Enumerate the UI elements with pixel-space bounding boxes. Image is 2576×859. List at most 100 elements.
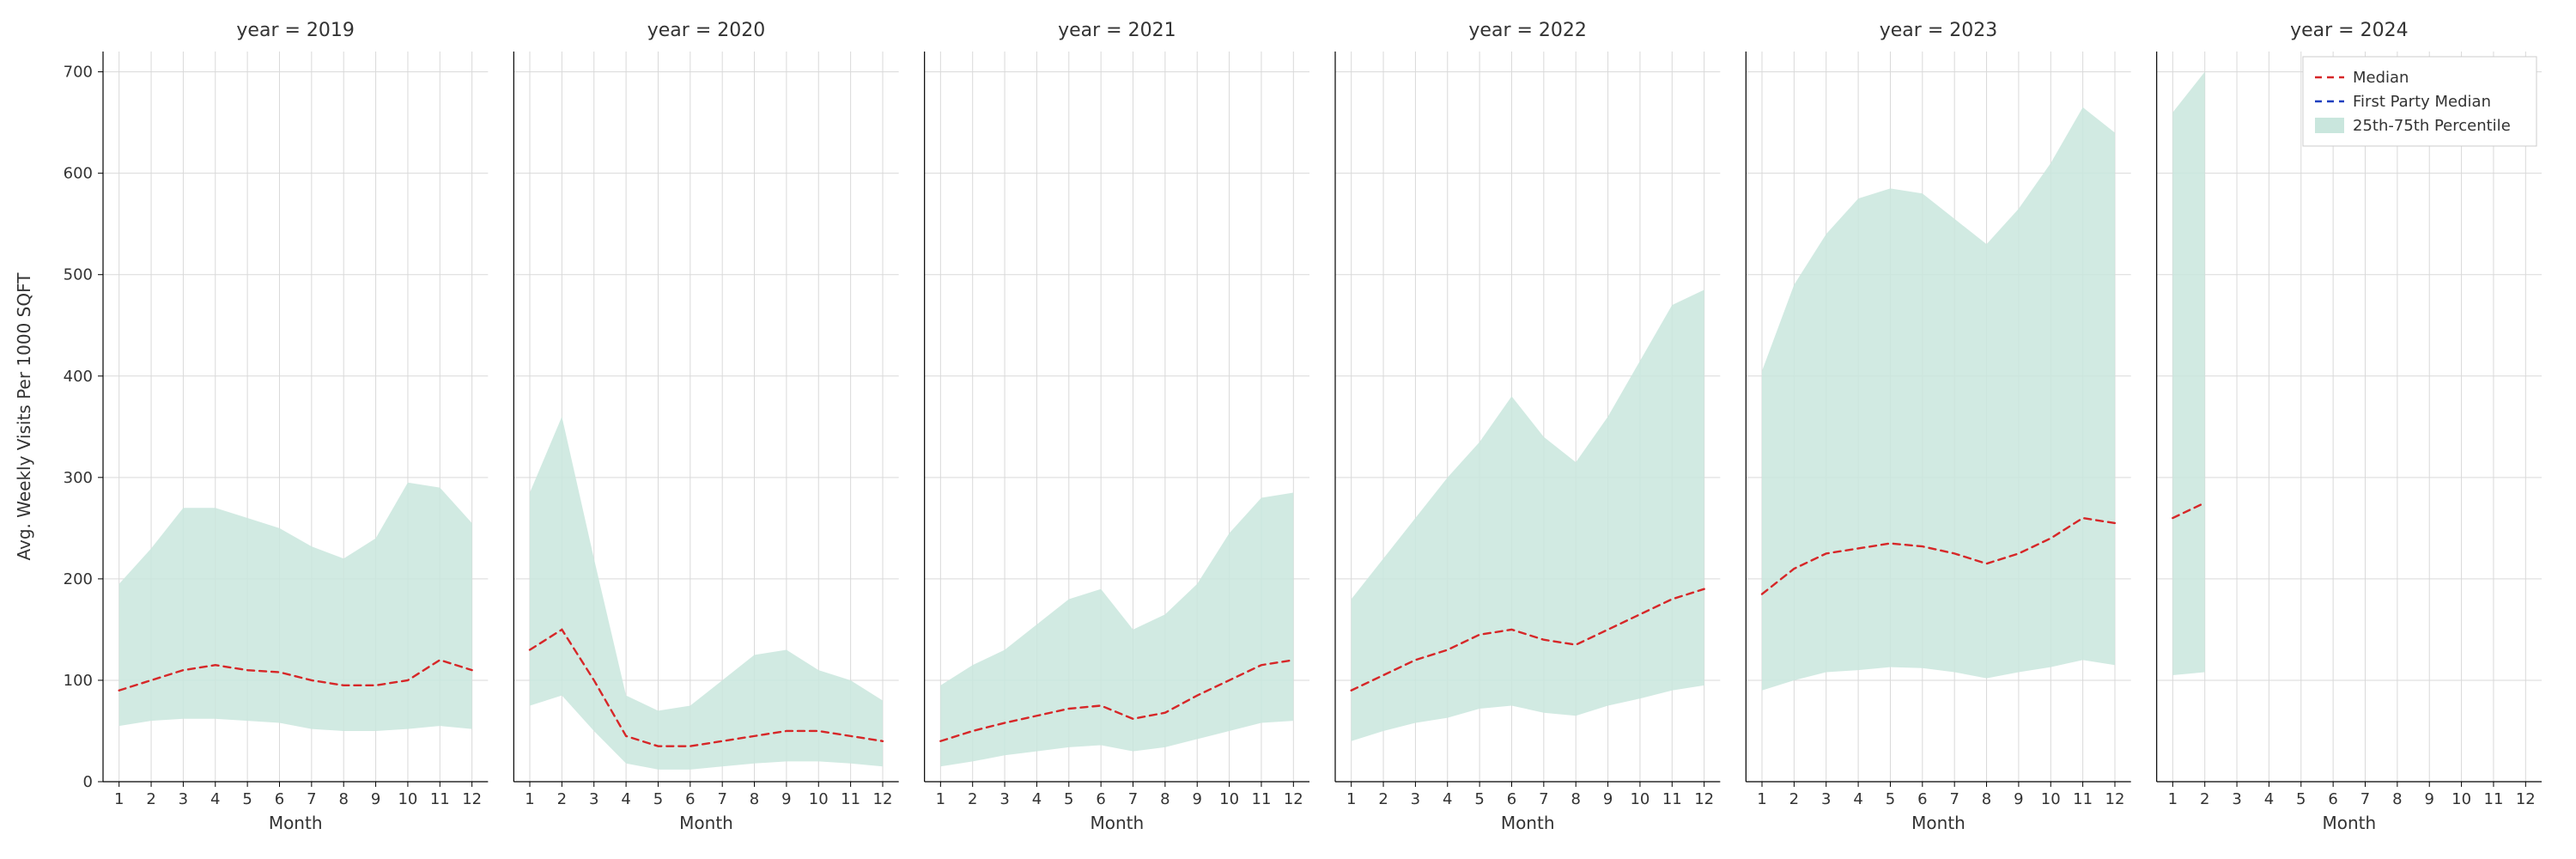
panel-title: year = 2021 (1058, 20, 1176, 41)
x-tick-label: 2 (557, 790, 567, 808)
x-tick-label: 8 (338, 790, 348, 808)
x-tick-label: 1 (1346, 790, 1356, 808)
x-tick-label: 12 (2105, 790, 2125, 808)
x-tick-label: 12 (2516, 790, 2536, 808)
x-tick-label: 3 (1821, 790, 1831, 808)
x-tick-label: 8 (750, 790, 759, 808)
x-tick-label: 12 (462, 790, 482, 808)
x-tick-label: 2 (2200, 790, 2209, 808)
x-tick-label: 10 (809, 790, 829, 808)
x-tick-label: 12 (873, 790, 893, 808)
x-tick-label: 3 (179, 790, 188, 808)
legend-label: Median (2353, 69, 2409, 87)
panel-title: year = 2020 (647, 20, 766, 41)
x-tick-label: 2 (1378, 790, 1388, 808)
x-tick-label: 5 (1064, 790, 1073, 808)
x-tick-label: 10 (1219, 790, 1239, 808)
x-tick-label: 12 (1284, 790, 1303, 808)
x-tick-label: 4 (1032, 790, 1042, 808)
x-tick-label: 7 (717, 790, 726, 808)
x-tick-label: 9 (2425, 790, 2434, 808)
legend-label: First Party Median (2353, 93, 2491, 111)
x-tick-label: 6 (275, 790, 284, 808)
x-axis-label: Month (679, 813, 733, 833)
x-tick-label: 7 (1128, 790, 1138, 808)
x-tick-label: 2 (146, 790, 155, 808)
y-tick-label: 500 (64, 266, 93, 284)
panel-title: year = 2022 (1468, 20, 1587, 41)
x-tick-label: 1 (114, 790, 124, 808)
y-axis-label: Avg. Weekly Visits Per 1000 SQFT (14, 272, 34, 561)
x-tick-label: 3 (2232, 790, 2241, 808)
x-tick-label: 9 (1193, 790, 1202, 808)
facet-panel: 1234567891011120100200300400500600700Mon… (64, 20, 489, 833)
x-tick-label: 1 (525, 790, 534, 808)
x-tick-label: 9 (1603, 790, 1613, 808)
legend-swatch-patch (2315, 118, 2344, 133)
panel-title: year = 2023 (1880, 20, 1998, 41)
x-tick-label: 11 (2073, 790, 2093, 808)
x-tick-label: 9 (371, 790, 380, 808)
x-tick-label: 6 (1507, 790, 1516, 808)
x-axis-label: Month (1090, 813, 1144, 833)
x-tick-label: 4 (621, 790, 630, 808)
x-tick-label: 6 (2328, 790, 2337, 808)
x-tick-label: 8 (1982, 790, 1991, 808)
x-tick-label: 11 (2484, 790, 2504, 808)
facet-panel: 123456789101112Monthyear = 2021 (925, 20, 1309, 833)
panel-title: year = 2024 (2290, 20, 2409, 41)
y-tick-label: 100 (64, 672, 93, 690)
x-tick-label: 11 (430, 790, 450, 808)
x-tick-label: 5 (2296, 790, 2306, 808)
x-tick-label: 1 (2168, 790, 2178, 808)
x-tick-label: 7 (307, 790, 316, 808)
facet-panel: 123456789101112Monthyear = 2022 (1335, 20, 1720, 833)
x-tick-label: 11 (1252, 790, 1272, 808)
x-tick-label: 5 (653, 790, 663, 808)
x-tick-label: 8 (2392, 790, 2402, 808)
x-axis-label: Month (1911, 813, 1965, 833)
y-tick-label: 700 (64, 64, 93, 82)
x-tick-label: 11 (841, 790, 860, 808)
x-axis-label: Month (1501, 813, 1555, 833)
x-tick-label: 5 (242, 790, 252, 808)
percentile-band (2172, 72, 2204, 675)
x-tick-label: 7 (2360, 790, 2370, 808)
facet-panel: 123456789101112Monthyear = 2023 (1746, 20, 2130, 833)
x-tick-label: 9 (2014, 790, 2023, 808)
x-tick-label: 2 (1789, 790, 1799, 808)
x-tick-label: 1 (936, 790, 945, 808)
x-tick-label: 4 (2264, 790, 2274, 808)
y-tick-label: 300 (64, 469, 93, 487)
x-tick-label: 4 (210, 790, 220, 808)
y-tick-label: 600 (64, 165, 93, 183)
x-tick-label: 8 (1571, 790, 1580, 808)
x-tick-label: 6 (1096, 790, 1105, 808)
x-tick-label: 10 (2451, 790, 2471, 808)
x-tick-label: 3 (1411, 790, 1420, 808)
x-axis-label: Month (2322, 813, 2376, 833)
panel-title: year = 2019 (236, 20, 355, 41)
x-tick-label: 5 (1886, 790, 1895, 808)
y-tick-label: 200 (64, 570, 93, 588)
y-tick-label: 400 (64, 368, 93, 386)
x-tick-label: 4 (1853, 790, 1862, 808)
legend-label: 25th-75th Percentile (2353, 117, 2511, 135)
x-tick-label: 3 (589, 790, 598, 808)
x-tick-label: 1 (1757, 790, 1766, 808)
x-tick-label: 6 (1917, 790, 1927, 808)
x-tick-label: 8 (1160, 790, 1170, 808)
x-tick-label: 10 (398, 790, 417, 808)
x-tick-label: 6 (685, 790, 695, 808)
x-tick-label: 5 (1474, 790, 1484, 808)
x-tick-label: 10 (2041, 790, 2061, 808)
x-tick-label: 7 (1949, 790, 1959, 808)
x-tick-label: 2 (968, 790, 977, 808)
legend: Median First Party Median 25th-75th Percen… (2303, 57, 2537, 146)
x-tick-label: 7 (1539, 790, 1548, 808)
facet-panel: 123456789101112Monthyear = 2020 (513, 20, 898, 833)
x-tick-label: 9 (781, 790, 791, 808)
y-tick-label: 0 (83, 773, 93, 791)
x-tick-label: 3 (999, 790, 1009, 808)
x-tick-label: 11 (1662, 790, 1682, 808)
